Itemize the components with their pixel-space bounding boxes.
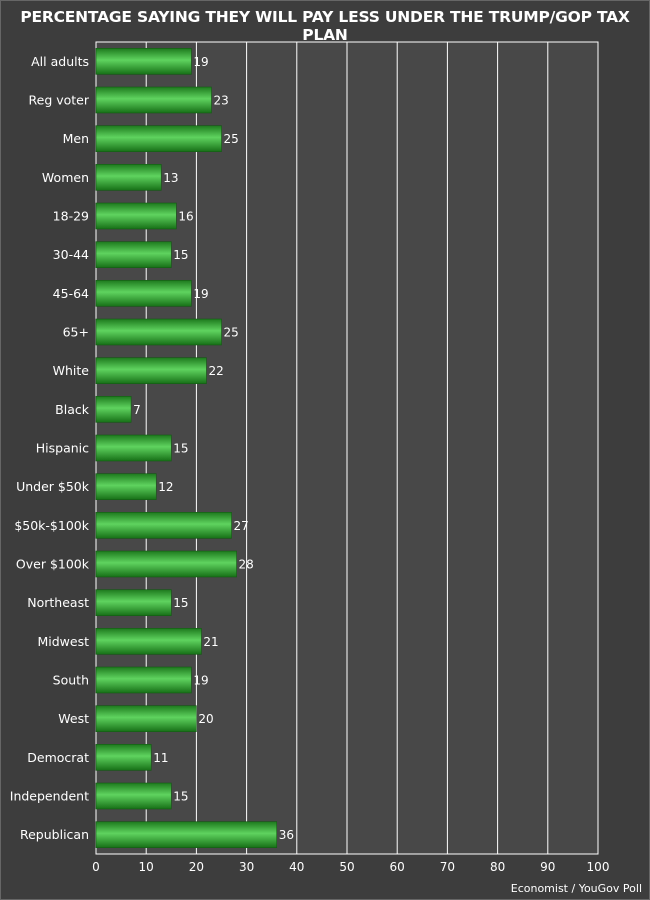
category-label: White <box>53 363 90 378</box>
category-label: 45-64 <box>53 286 89 301</box>
chart-title: PERCENTAGE SAYING THEY WILL PAY LESS UND… <box>20 8 630 44</box>
x-tick-label: 50 <box>339 860 354 874</box>
value-label: 36 <box>279 828 294 842</box>
bar <box>95 782 172 810</box>
value-label: 25 <box>224 326 239 340</box>
category-label: Independent <box>10 789 89 804</box>
bar <box>95 125 222 152</box>
bar <box>95 628 202 655</box>
category-label: 30-44 <box>53 247 89 262</box>
value-label: 21 <box>203 635 218 649</box>
x-tick-label: 40 <box>289 860 304 874</box>
x-tick-label: 10 <box>139 860 154 874</box>
category-label: South <box>53 673 89 688</box>
category-label: Republican <box>20 827 89 842</box>
value-label: 11 <box>153 751 168 765</box>
bar <box>95 280 192 307</box>
value-label: 13 <box>163 171 178 185</box>
x-tick-label: 60 <box>390 860 405 874</box>
bar <box>95 396 132 423</box>
value-label: 19 <box>193 55 208 69</box>
bar <box>95 821 278 848</box>
x-tick-label: 70 <box>440 860 455 874</box>
x-tick-label: 100 <box>587 860 610 874</box>
bar <box>95 48 192 75</box>
bar <box>95 473 157 500</box>
bar <box>95 318 222 346</box>
category-label: Reg voter <box>29 93 90 108</box>
bar <box>95 589 172 616</box>
source-note: Economist / YouGov Poll <box>510 882 642 895</box>
x-tick-label: 30 <box>239 860 254 874</box>
value-label: 15 <box>173 790 188 804</box>
category-label: Under $50k <box>16 479 90 494</box>
category-label: Hispanic <box>36 441 89 456</box>
value-label: 23 <box>213 94 228 108</box>
value-label: 7 <box>133 403 141 417</box>
value-label: 27 <box>234 519 249 533</box>
value-label: 22 <box>208 364 223 378</box>
bar <box>95 512 232 539</box>
value-label: 12 <box>158 480 173 494</box>
category-label: $50k-$100k <box>14 518 89 533</box>
x-tick-label: 80 <box>490 860 505 874</box>
bar <box>95 550 237 578</box>
value-label: 15 <box>173 248 188 262</box>
bar <box>95 164 162 191</box>
bar <box>95 705 197 732</box>
x-tick-label: 0 <box>92 860 100 874</box>
value-label: 25 <box>224 132 239 146</box>
value-label: 15 <box>173 596 188 610</box>
value-label: 28 <box>239 558 254 572</box>
value-label: 19 <box>193 674 208 688</box>
category-label: Over $100k <box>16 557 90 572</box>
bar <box>95 357 207 384</box>
x-tick-label: 90 <box>540 860 555 874</box>
category-label: All adults <box>31 54 89 69</box>
value-label: 19 <box>193 287 208 301</box>
category-label: Northeast <box>27 595 89 610</box>
category-label: 18-29 <box>53 209 89 224</box>
bar <box>95 86 212 114</box>
bar <box>95 241 172 268</box>
category-label: Men <box>63 131 89 146</box>
bar <box>95 666 192 694</box>
bar <box>95 202 177 230</box>
value-label: 16 <box>178 210 193 224</box>
bar <box>95 434 172 462</box>
category-label: Democrat <box>27 750 89 765</box>
category-label: 65+ <box>63 325 89 340</box>
category-label: Women <box>42 170 89 185</box>
category-label: Midwest <box>37 634 89 649</box>
x-tick-label: 20 <box>189 860 204 874</box>
value-label: 20 <box>198 712 213 726</box>
value-label: 15 <box>173 442 188 456</box>
bar <box>95 744 152 771</box>
category-label: Black <box>55 402 90 417</box>
category-label: West <box>58 711 89 726</box>
